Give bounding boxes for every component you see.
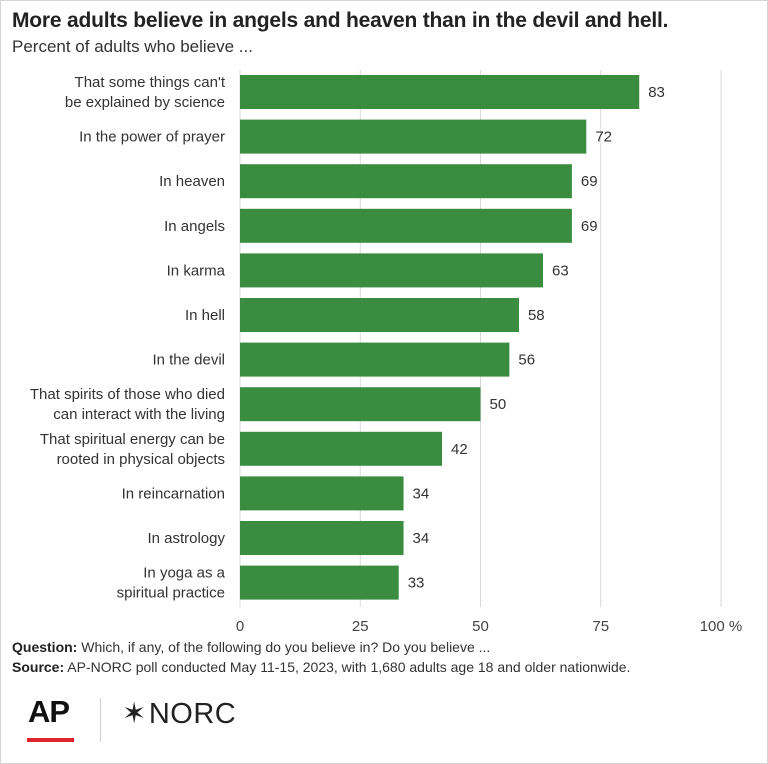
bar-value-label: 72: [595, 129, 612, 146]
x-tick-label: 50: [472, 618, 489, 635]
category-label: That spiritual energy can be rooted in ph…: [40, 431, 225, 468]
source-text: AP-NORC poll conducted May 11-15, 2023, …: [67, 659, 631, 675]
bar: [240, 298, 519, 332]
category-label: In astrology: [147, 530, 225, 547]
category-label-line: In yoga as a: [143, 565, 225, 582]
category-label-line: In reincarnation: [122, 485, 225, 502]
bar: [240, 119, 587, 154]
bar: [240, 208, 572, 243]
x-tick-label: 0: [236, 618, 244, 635]
logo-strip: AP ✶NORC: [0, 690, 768, 750]
category-label: In the power of prayer: [79, 129, 225, 146]
bar: [240, 253, 544, 288]
x-tick-label: 25: [352, 618, 369, 635]
category-label-line: That spiritual energy can be: [40, 431, 225, 448]
bar: [240, 342, 510, 377]
category-label-line: In karma: [167, 262, 226, 279]
category-label-line: be explained by science: [65, 94, 225, 111]
category-label-line: That some things can't: [75, 74, 226, 91]
norc-wordmark: NORC: [148, 698, 237, 730]
category-label: In karma: [167, 262, 226, 279]
category-label-line: In the devil: [152, 352, 225, 369]
category-label-line: In astrology: [147, 530, 225, 547]
bar: [240, 565, 399, 600]
category-label-line: spiritual practice: [117, 585, 225, 602]
bar-value-label: 33: [408, 575, 425, 592]
bar-value-label: 69: [581, 173, 598, 190]
bar: [240, 75, 640, 109]
x-tick-label: 75: [592, 618, 609, 635]
bar: [240, 521, 404, 555]
question-note: Question: Which, if any, of the followin…: [12, 637, 630, 657]
bar-value-label: 83: [648, 84, 665, 101]
category-label-line: In hell: [185, 307, 225, 324]
category-label: In yoga as a spiritual practice: [117, 565, 226, 602]
category-label-line: can interact with the living: [53, 406, 225, 423]
category-label-line: In heaven: [159, 173, 225, 190]
ap-logo: AP: [28, 694, 70, 729]
category-label: In heaven: [159, 173, 225, 190]
x-tick-label: 100 %: [700, 618, 743, 635]
question-label: Question:: [12, 639, 78, 655]
bar: [240, 387, 481, 422]
chart-title: More adults believe in angels and heaven…: [12, 9, 669, 32]
norc-star-icon: ✶: [122, 698, 147, 730]
bar-value-label: 42: [451, 441, 468, 458]
ap-logo-accent-bar: [27, 738, 74, 742]
category-label: In hell: [185, 307, 225, 324]
bar-value-label: 34: [413, 485, 430, 502]
chart-subtitle: Percent of adults who believe ...: [12, 37, 253, 56]
category-label-line: In angels: [164, 218, 225, 235]
category-label-line: In the power of prayer: [79, 129, 225, 146]
norc-logo: ✶NORC: [122, 696, 236, 731]
bar-chart: 0 25 50 75 100 % 83 That some things can't be e…: [30, 70, 743, 635]
bar: [240, 476, 404, 511]
bar-value-label: 56: [518, 352, 535, 369]
bar-value-label: 69: [581, 218, 598, 235]
bar: [240, 431, 443, 466]
category-label: That spirits of those who died can intera…: [30, 386, 225, 423]
bar-value-label: 58: [528, 307, 545, 324]
category-label: In the devil: [152, 352, 225, 369]
source-label: Source:: [12, 659, 65, 675]
category-label-line: That spirits of those who died: [30, 386, 225, 403]
bar-value-label: 50: [490, 396, 507, 413]
category-label: In reincarnation: [122, 485, 225, 502]
bar: [240, 164, 572, 199]
chart-notes: Question: Which, if any, of the followin…: [12, 637, 630, 677]
logo-divider: [100, 698, 101, 742]
bar-value-label: 63: [552, 262, 569, 279]
question-text: Which, if any, of the following do you b…: [81, 639, 491, 655]
source-note: Source: AP-NORC poll conducted May 11-15…: [12, 657, 630, 677]
bar-value-label: 34: [413, 530, 430, 547]
category-label-line: rooted in physical objects: [57, 451, 225, 468]
category-label: In angels: [164, 218, 225, 235]
category-label: That some things can't be explained by sc…: [65, 74, 226, 111]
